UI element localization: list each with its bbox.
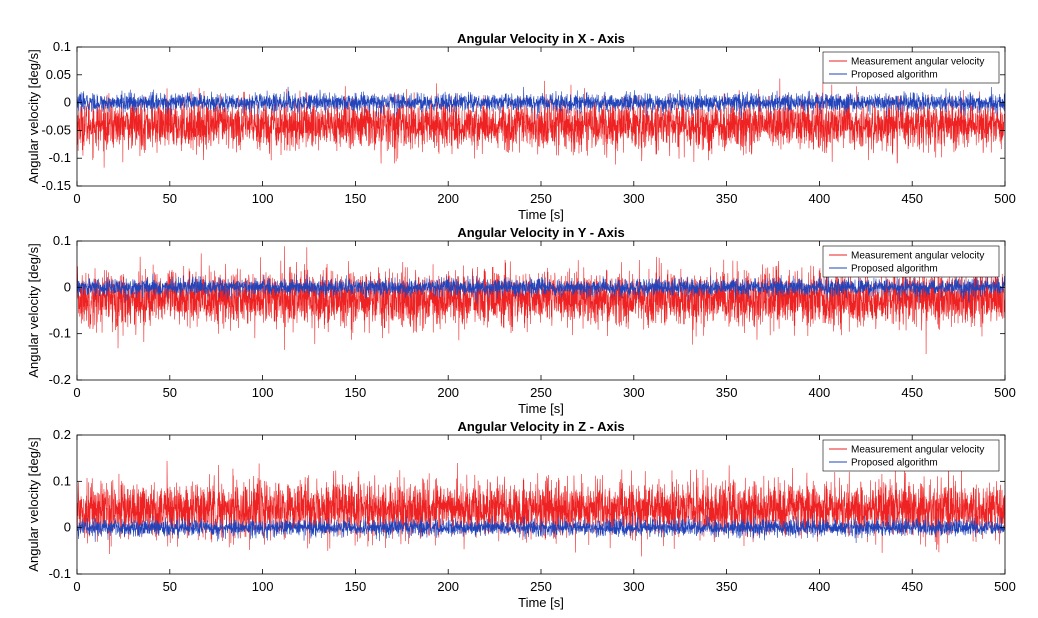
y-tick-label: 0.1 xyxy=(53,473,71,488)
y-tick-label: 0.1 xyxy=(53,39,71,54)
y-tick-label: 0 xyxy=(64,95,71,110)
legend-box xyxy=(822,51,1000,84)
series-line-proposed xyxy=(77,273,1005,304)
x-tick-label: 500 xyxy=(994,579,1016,594)
x-tick-label: 100 xyxy=(252,191,274,206)
x-tick-label: 50 xyxy=(163,191,177,206)
y-axis-label: Angular velocity [deg/s] xyxy=(26,49,41,183)
chart-panel-2: 0 50 100 150 200 250 300 350 400 450 500 0.1 0 -0.1 -0… xyxy=(26,225,1016,416)
x-tick-label: 500 xyxy=(994,385,1016,400)
y-tick-label: -0.2 xyxy=(49,372,71,387)
legend: Measurement angular velocity Proposed alg… xyxy=(822,245,1000,278)
x-tick-label: 100 xyxy=(252,385,274,400)
x-tick-label: 200 xyxy=(437,191,459,206)
x-axis-label: Time [s] xyxy=(518,595,564,610)
x-tick-label: 50 xyxy=(163,579,177,594)
x-tick-label: 250 xyxy=(530,191,552,206)
y-tick-label: 0.05 xyxy=(46,67,71,82)
x-tick-label: 350 xyxy=(716,191,738,206)
x-tick-label: 250 xyxy=(530,579,552,594)
y-tick-label: 0 xyxy=(64,279,71,294)
series-line-proposed xyxy=(77,512,1005,544)
legend: Measurement angular velocity Proposed alg… xyxy=(822,51,1000,84)
y-tick-label: -0.1 xyxy=(49,566,71,581)
x-tick-label: 500 xyxy=(994,191,1016,206)
legend-box xyxy=(822,439,1000,472)
x-tick-label: 150 xyxy=(345,579,367,594)
legend-label: Measurement angular velocity xyxy=(851,251,984,262)
x-tick-label: 400 xyxy=(809,579,831,594)
chart-title: Angular Velocity in Y - Axis xyxy=(457,225,624,240)
x-tick-label: 50 xyxy=(163,385,177,400)
x-tick-label: 300 xyxy=(623,579,645,594)
legend-box xyxy=(822,245,1000,278)
series-line-measurement xyxy=(77,246,1005,355)
series-line-proposed xyxy=(77,86,1005,119)
y-axis-label: Angular velocity [deg/s] xyxy=(26,243,41,377)
series-line-measurement xyxy=(77,78,1005,168)
x-tick-label: 250 xyxy=(530,385,552,400)
x-tick-label: 0 xyxy=(73,579,80,594)
y-tick-label: -0.05 xyxy=(41,122,71,137)
y-axis-label: Angular velocity [deg/s] xyxy=(26,437,41,571)
x-tick-label: 350 xyxy=(716,579,738,594)
y-tick-label: -0.15 xyxy=(41,178,71,193)
y-tick-label: 0.2 xyxy=(53,427,71,442)
x-tick-label: 450 xyxy=(901,579,923,594)
chart-title: Angular Velocity in Z - Axis xyxy=(457,419,624,434)
legend-label: Measurement angular velocity xyxy=(851,445,984,456)
legend-label: Measurement angular velocity xyxy=(851,57,984,68)
legend: Measurement angular velocity Proposed alg… xyxy=(822,439,1000,472)
x-tick-label: 400 xyxy=(809,385,831,400)
x-tick-label: 0 xyxy=(73,191,80,206)
x-axis-label: Time [s] xyxy=(518,207,564,222)
legend-label: Proposed algorithm xyxy=(851,264,938,275)
x-tick-label: 0 xyxy=(73,385,80,400)
x-tick-label: 200 xyxy=(437,385,459,400)
x-tick-label: 150 xyxy=(345,385,367,400)
y-tick-label: 0.1 xyxy=(53,233,71,248)
x-tick-label: 400 xyxy=(809,191,831,206)
y-tick-label: -0.1 xyxy=(49,326,71,341)
x-tick-label: 200 xyxy=(437,579,459,594)
chart-panel-1: 0 50 100 150 200 250 300 350 400 450 5000.10.050-0… xyxy=(26,31,1016,222)
x-tick-label: 350 xyxy=(716,385,738,400)
x-tick-label: 300 xyxy=(623,385,645,400)
x-tick-label: 450 xyxy=(901,191,923,206)
x-tick-label: 300 xyxy=(623,191,645,206)
legend-label: Proposed algorithm xyxy=(851,458,938,469)
chart-panel-3: 0 50 100 150 200 250 300 350 400 450 5000.20.10-0.… xyxy=(26,419,1016,610)
chart-title: Angular Velocity in X - Axis xyxy=(457,31,625,46)
legend-label: Proposed algorithm xyxy=(851,70,938,81)
y-tick-label: -0.1 xyxy=(49,150,71,165)
x-tick-label: 450 xyxy=(901,385,923,400)
x-tick-label: 100 xyxy=(252,579,274,594)
x-tick-label: 150 xyxy=(345,191,367,206)
y-tick-label: 0 xyxy=(64,520,71,535)
x-axis-label: Time [s] xyxy=(518,401,564,416)
